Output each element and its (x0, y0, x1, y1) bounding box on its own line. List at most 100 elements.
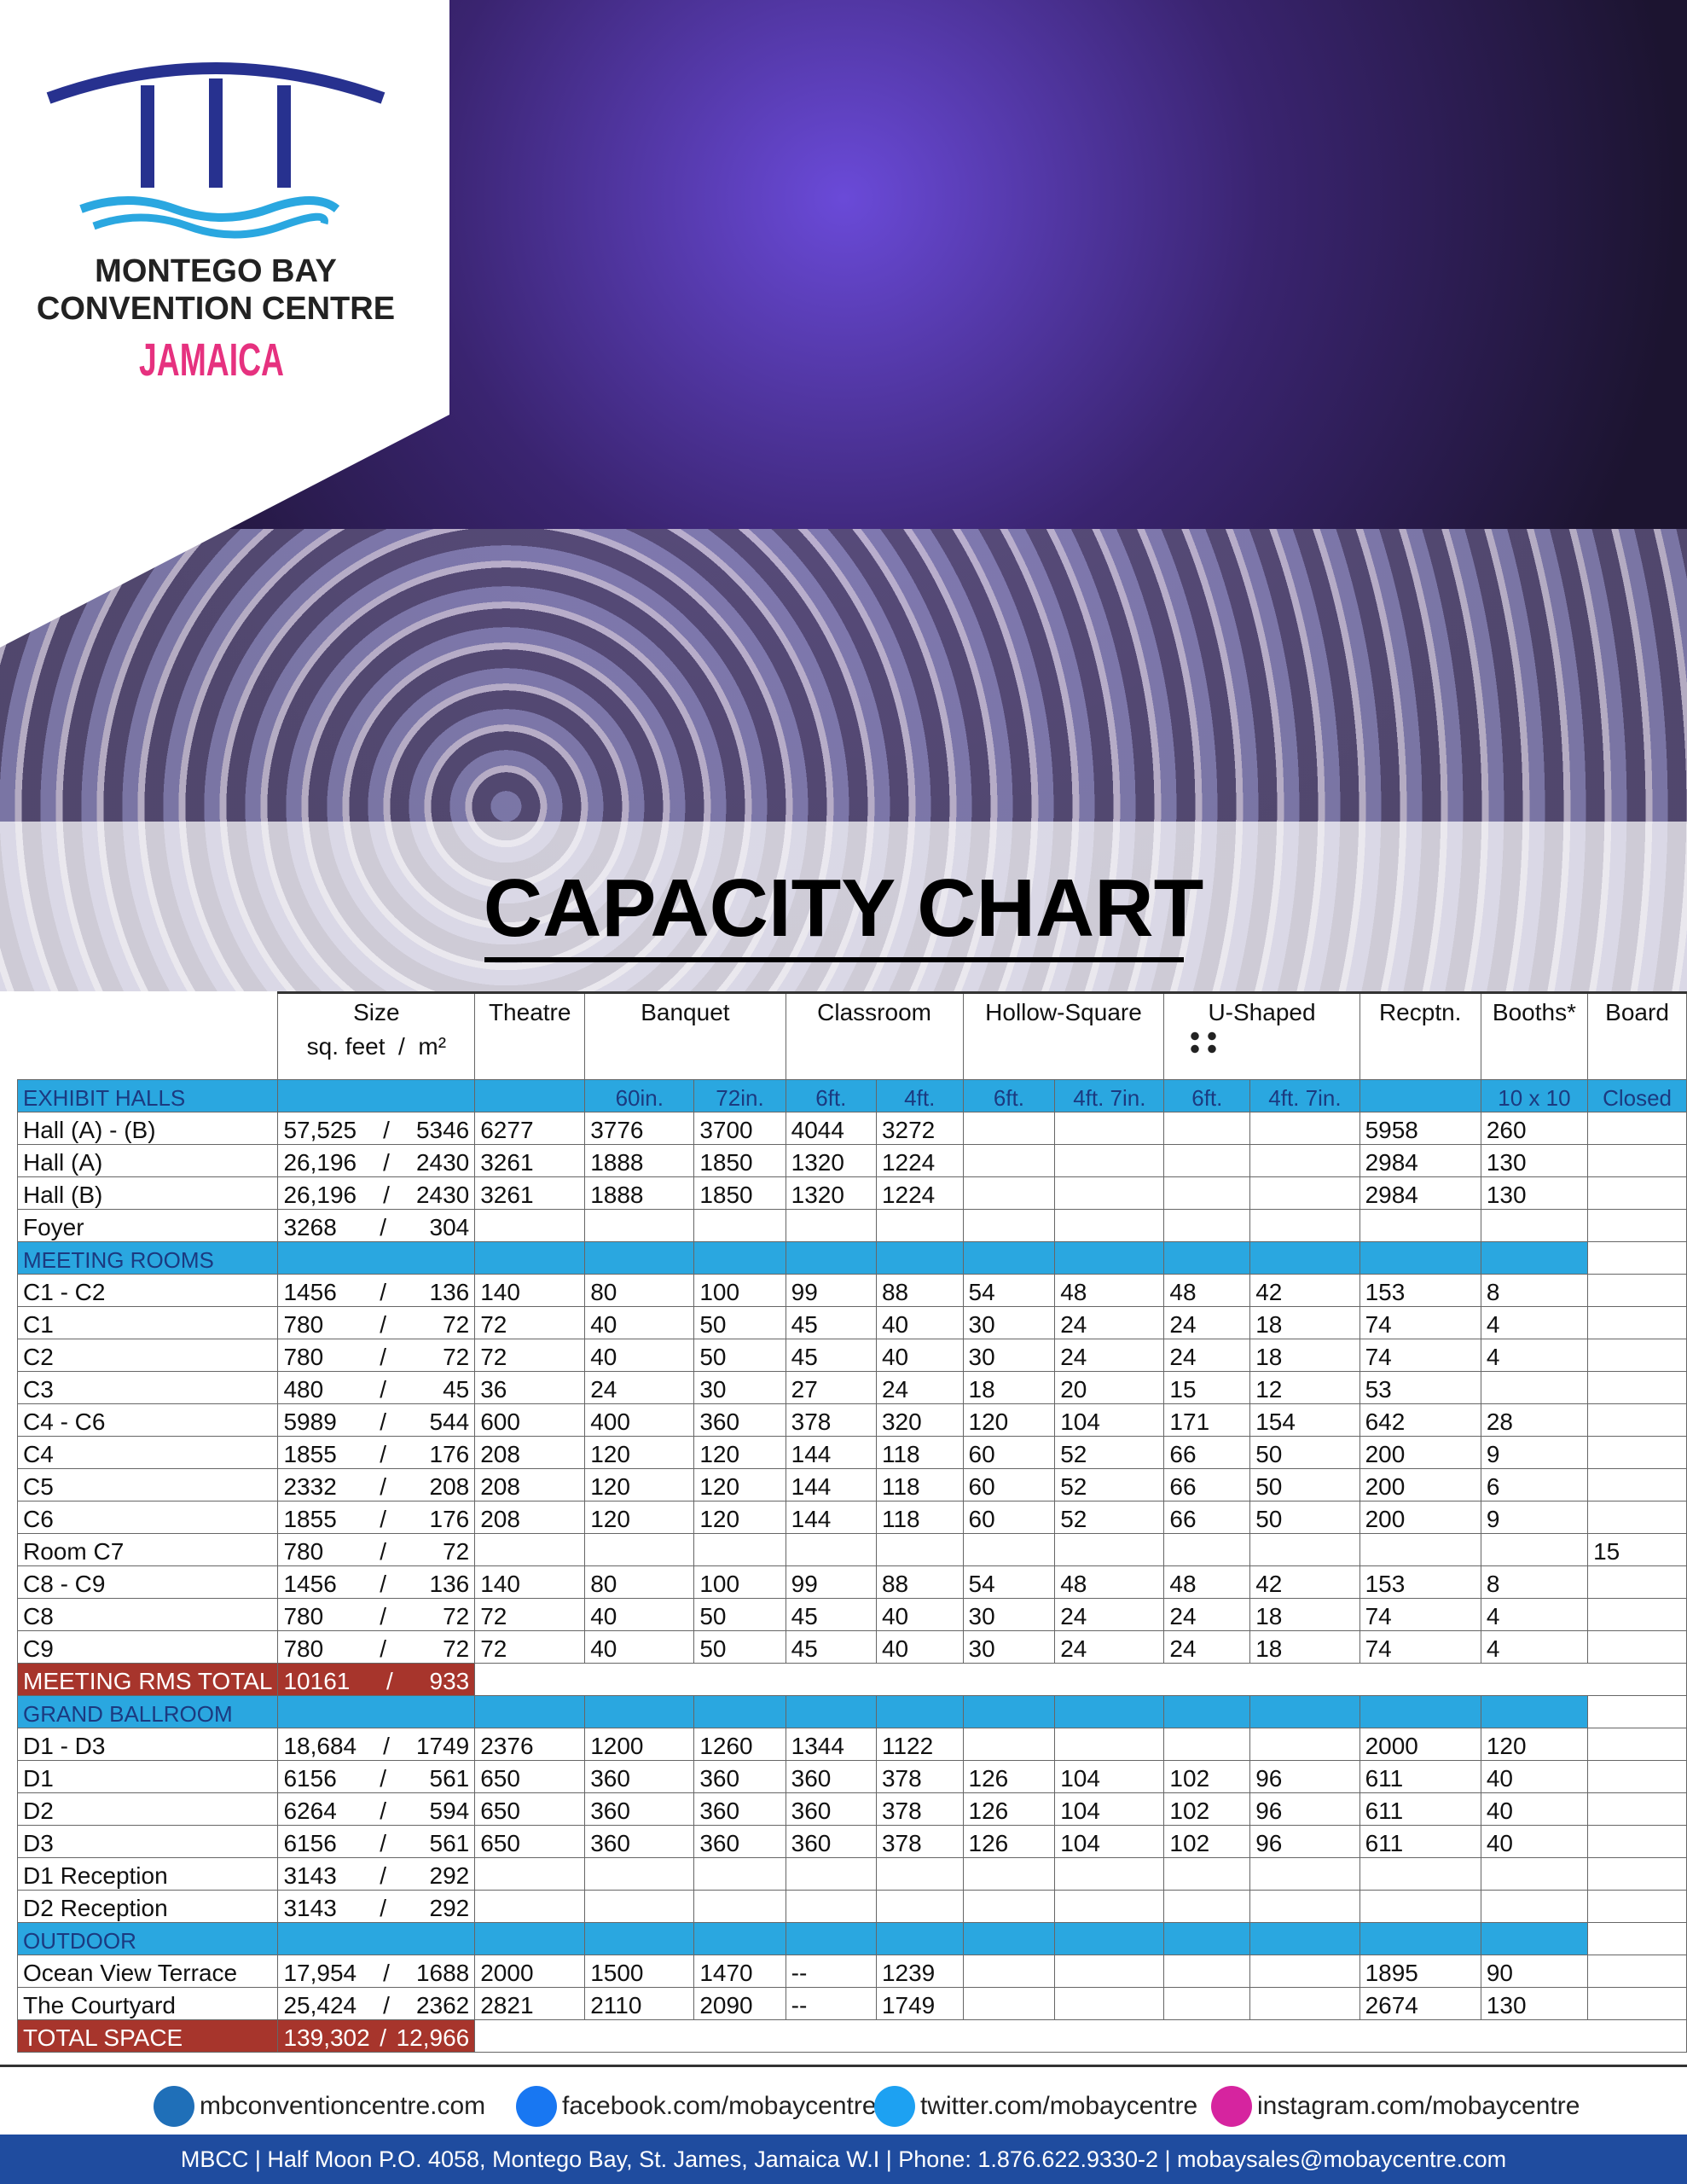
room-name: D1 - D3 (16, 1728, 279, 1761)
total-fill (474, 2019, 1687, 2053)
data-row: C1 780/72 72 40 50 45 40 30 24 24 18 74 4 (16, 1306, 1687, 1339)
subcolumn-header (584, 1695, 695, 1728)
capacity-cell: 96 (1249, 1760, 1360, 1793)
total-row: MEETING RMS TOTAL 10161 / 933 (16, 1663, 1687, 1696)
capacity-cell: 40 (1480, 1825, 1589, 1858)
capacity-cell: 6 (1480, 1468, 1589, 1502)
capacity-cell: 5958 (1359, 1112, 1481, 1145)
room-name: C8 (16, 1598, 279, 1631)
size-values: 1456 / 136 (283, 1279, 469, 1306)
capacity-cell: 50 (693, 1339, 786, 1372)
logo-background (0, 0, 449, 648)
capacity-cell (1359, 1890, 1481, 1923)
capacity-cell: 74 (1359, 1306, 1481, 1339)
social-link[interactable]: twitter.com/mobaycentre (874, 2086, 1197, 2127)
room-name: C1 (16, 1306, 279, 1339)
capacity-cell: 208 (474, 1501, 586, 1534)
data-row: C4 1855/176 208 120 120 144 118 60 52 66 50 200 9 (16, 1436, 1687, 1469)
capacity-cell: 126 (962, 1792, 1056, 1826)
capacity-cell (1587, 1144, 1687, 1177)
capacity-cell (962, 1728, 1056, 1761)
capacity-cell (1054, 1176, 1165, 1210)
size-m2: 2430 (415, 1149, 470, 1176)
corner-cell (17, 992, 279, 1080)
size-cell: 6156 / 561 (277, 1825, 476, 1858)
size-values: 10161 / 933 (283, 1668, 469, 1695)
capacity-cell (1587, 1728, 1687, 1761)
capacity-cell: 9 (1480, 1501, 1589, 1534)
size-separator: / (380, 1344, 387, 1370)
capacity-cell (1249, 1728, 1360, 1761)
size-values: 26,196 / 2430 (283, 1149, 469, 1176)
capacity-cell: 642 (1359, 1403, 1481, 1437)
size-m2: 72 (443, 1603, 470, 1629)
capacity-cell: 18 (1249, 1598, 1360, 1631)
logo-arc (46, 62, 386, 104)
capacity-cell: 40 (875, 1598, 964, 1631)
social-link[interactable]: instagram.com/mobaycentre (1211, 2086, 1580, 2127)
capacity-cell (1249, 1857, 1360, 1891)
capacity-cell: 208 (474, 1436, 586, 1469)
size-cell: 1855 / 176 (277, 1501, 476, 1534)
subcolumn-header: 4ft. (875, 1079, 964, 1112)
capacity-cell (1249, 1987, 1360, 2020)
section-label: GRAND BALLROOM (16, 1695, 279, 1728)
capacity-cell: 45 (785, 1598, 877, 1631)
total-row: TOTAL SPACE 139,302 / 12,966 (16, 2019, 1687, 2053)
subcolumn-header (962, 1241, 1056, 1275)
capacity-cell (962, 1144, 1056, 1177)
capacity-cell: 74 (1359, 1630, 1481, 1664)
social-link[interactable]: facebook.com/mobaycentre (516, 2086, 877, 2127)
size-m2: 1749 (415, 1733, 470, 1759)
size-sqft: 1456 (283, 1279, 337, 1305)
capacity-cell: 118 (875, 1436, 964, 1469)
column-header: Theatre (474, 991, 586, 1080)
capacity-cell: 360 (584, 1825, 695, 1858)
capacity-cell: 4 (1480, 1306, 1589, 1339)
size-separator: / (380, 1862, 387, 1889)
subcolumn-header (584, 1922, 695, 1955)
capacity-cell: 1895 (1359, 1955, 1481, 1988)
size-sqft: 26,196 (283, 1182, 357, 1208)
size-cell: 5989 / 544 (277, 1403, 476, 1437)
size-separator: / (383, 1733, 390, 1759)
room-name: C9 (16, 1630, 279, 1664)
size-sqft: 780 (283, 1635, 324, 1662)
data-row: D2 6264/594 650 360 360 360 378 126 104 102 96 611 4… (16, 1792, 1687, 1826)
size-m2: 176 (429, 1506, 470, 1532)
capacity-cell (1054, 1144, 1165, 1177)
capacity-cell (962, 1857, 1056, 1891)
capacity-cell (1163, 1144, 1251, 1177)
size-sqft: 57,525 (283, 1117, 357, 1143)
subcolumn-header (962, 1695, 1056, 1728)
size-separator: / (383, 1149, 390, 1176)
size-m2: 45 (443, 1376, 470, 1403)
size-values: 17,954 / 1688 (283, 1960, 469, 1987)
size-cell: 18,684 / 1749 (277, 1728, 476, 1761)
subcolumn-header (1480, 1922, 1589, 1955)
column-header: Board (1587, 991, 1687, 1080)
room-name: D1 Reception (16, 1857, 279, 1891)
capacity-cell: 104 (1054, 1760, 1165, 1793)
size-separator: / (380, 1506, 387, 1532)
subcolumn-header (1480, 1695, 1589, 1728)
capacity-cell: 52 (1054, 1436, 1165, 1469)
section-row: MEETING ROOMS (16, 1241, 1687, 1275)
capacity-cell: 30 (962, 1339, 1056, 1372)
room-name: C8 - C9 (16, 1565, 279, 1599)
capacity-cell (1587, 1987, 1687, 2020)
size-m2: 292 (429, 1895, 470, 1921)
room-name: C6 (16, 1501, 279, 1534)
capacity-cell: 18 (1249, 1306, 1360, 1339)
social-link[interactable]: mbconventioncentre.com (154, 2086, 485, 2127)
capacity-cell: 24 (584, 1371, 695, 1404)
size-values: 26,196 / 2430 (283, 1182, 469, 1209)
capacity-cell: 260 (1480, 1112, 1589, 1145)
subcolumn-header (693, 1241, 786, 1275)
size-sqft: 6156 (283, 1830, 337, 1856)
logo-pillar (209, 78, 223, 188)
capacity-cell: 3776 (584, 1112, 695, 1145)
capacity-cell (1054, 1112, 1165, 1145)
total-label: TOTAL SPACE (16, 2019, 279, 2053)
size-sqft: 780 (283, 1311, 324, 1338)
